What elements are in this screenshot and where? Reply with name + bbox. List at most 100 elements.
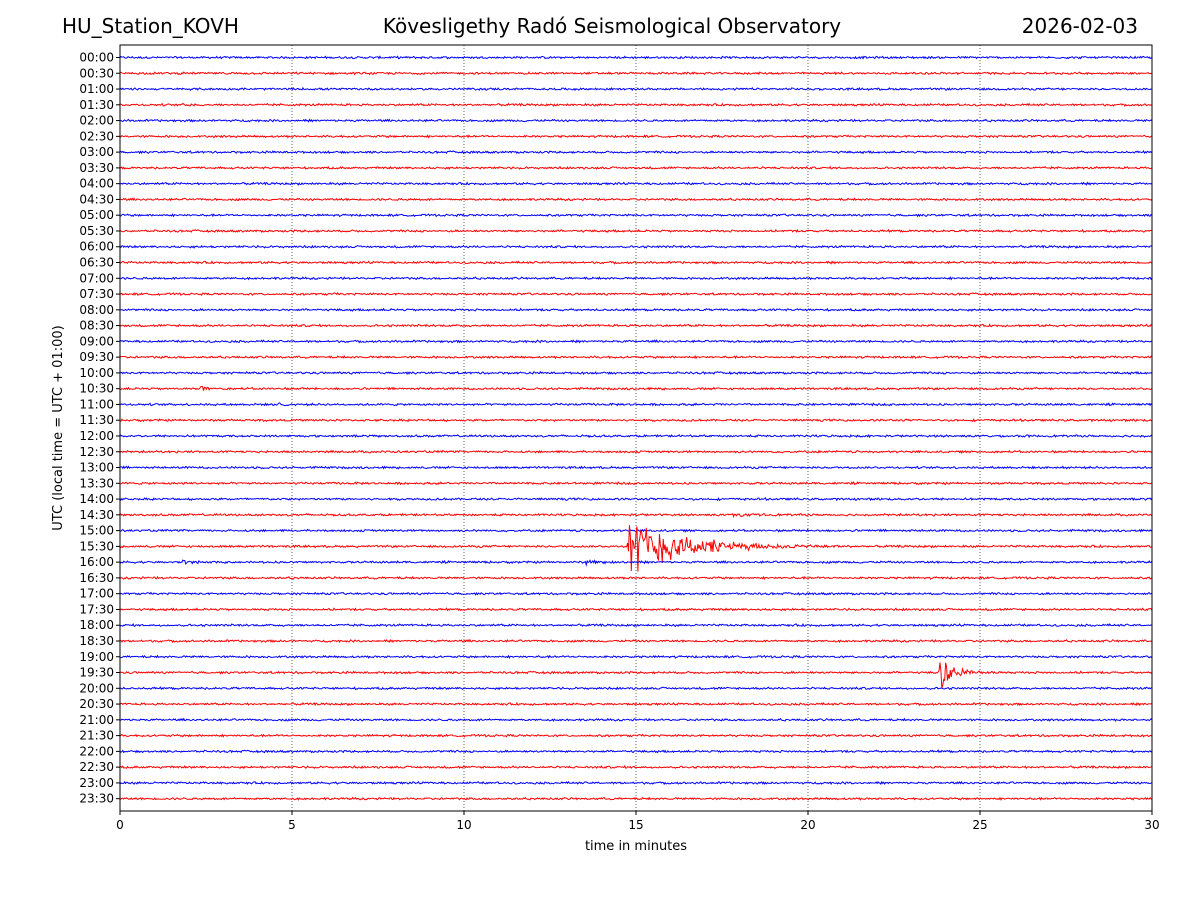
y-tick-label: 16:30: [79, 571, 114, 585]
x-tick-label: 30: [1144, 818, 1159, 832]
y-tick-label: 02:30: [79, 129, 114, 143]
trace-1130: [119, 418, 1153, 423]
y-tick-label: 10:00: [79, 366, 114, 380]
y-tick-label: 14:30: [79, 508, 114, 522]
y-tick-label: 23:00: [79, 776, 114, 790]
x-axis: 0 5 10 15 20 25 30: [116, 811, 1160, 832]
y-tick-label: 05:00: [79, 208, 114, 222]
trace-0700: [119, 276, 1153, 281]
trace-0300: [119, 149, 1153, 155]
trace-2200: [119, 749, 1153, 754]
y-tick-label: 19:00: [79, 650, 114, 664]
trace-0430: [119, 197, 1153, 202]
trace-0000: [119, 55, 1153, 60]
trace-1700: [119, 591, 1153, 596]
trace-0600: [119, 244, 1153, 249]
trace-0200: [119, 118, 1153, 123]
y-tick-label: 06:30: [79, 256, 114, 270]
trace-0730: [119, 292, 1153, 297]
y-tick-label: 02:00: [79, 114, 114, 128]
trace-2100: [119, 717, 1153, 722]
trace-1930: [119, 662, 1153, 689]
trace-0130: [119, 102, 1153, 108]
y-tick-label: 23:30: [79, 792, 114, 806]
trace-1730: [119, 607, 1153, 612]
trace-1030: [119, 385, 1153, 391]
trace-0400: [119, 181, 1153, 186]
y-tick-label: 16:00: [79, 555, 114, 569]
y-tick-label: 04:30: [79, 192, 114, 206]
y-tick-label: 13:30: [79, 476, 114, 490]
y-tick-label: 07:30: [79, 287, 114, 301]
trace-1430: [119, 512, 1153, 518]
y-tick-label: 01:00: [79, 82, 114, 96]
y-tick-label: 05:30: [79, 224, 114, 238]
y-tick-label: 09:30: [79, 350, 114, 364]
trace-1600: [119, 559, 1153, 567]
trace-0900: [119, 339, 1153, 344]
x-tick-label: 10: [456, 818, 471, 832]
y-tick-label: 17:00: [79, 587, 114, 601]
trace-1900: [119, 654, 1153, 659]
trace-2130: [119, 733, 1153, 738]
y-tick-label: 09:00: [79, 334, 114, 348]
trace-1230: [119, 449, 1153, 454]
y-tick-label: 00:00: [79, 51, 114, 65]
trace-1200: [119, 433, 1153, 439]
y-tick-label: 06:00: [79, 240, 114, 254]
trace-1330: [119, 480, 1153, 486]
trace-0330: [119, 165, 1153, 170]
trace-1530: [119, 525, 1153, 572]
trace-0930: [119, 354, 1153, 360]
y-tick-label: 18:00: [79, 618, 114, 632]
trace-2300: [119, 780, 1153, 786]
trace-2030: [119, 701, 1153, 707]
y-tick-label: 22:00: [79, 744, 114, 758]
grid-lines: [291, 45, 981, 811]
trace-0100: [119, 86, 1153, 92]
trace-1300: [119, 465, 1153, 470]
y-tick-label: 21:30: [79, 729, 114, 743]
x-tick-label: 25: [972, 818, 987, 832]
y-tick-label: 08:00: [79, 303, 114, 317]
trace-1830: [119, 638, 1153, 644]
traces: [119, 55, 1153, 801]
trace-0630: [119, 260, 1153, 265]
trace-1100: [119, 402, 1153, 407]
trace-0030: [119, 71, 1153, 76]
y-tick-label: 04:00: [79, 177, 114, 191]
trace-0830: [119, 323, 1153, 328]
y-tick-label: 12:00: [79, 429, 114, 443]
x-tick-label: 20: [800, 818, 815, 832]
trace-2330: [119, 796, 1153, 801]
y-tick-label: 13:00: [79, 461, 114, 475]
y-tick-label: 15:30: [79, 539, 114, 553]
x-tick-label: 5: [288, 818, 296, 832]
y-tick-label: 20:30: [79, 697, 114, 711]
trace-0530: [119, 228, 1153, 234]
trace-1400: [119, 496, 1153, 502]
trace-1630: [119, 575, 1153, 581]
y-tick-label: 20:00: [79, 681, 114, 695]
y-tick-label: 03:30: [79, 161, 114, 175]
y-tick-label: 07:00: [79, 271, 114, 285]
x-tick-label: 15: [628, 818, 643, 832]
trace-1000: [119, 370, 1153, 376]
y-tick-label: 21:00: [79, 713, 114, 727]
trace-0800: [119, 307, 1153, 312]
y-axis-label: UTC (local time = UTC + 01:00): [51, 325, 66, 530]
x-tick-label: 0: [116, 818, 124, 832]
y-tick-label: 14:00: [79, 492, 114, 506]
trace-0230: [119, 134, 1153, 139]
y-tick-label: 00:30: [79, 66, 114, 80]
trace-2000: [119, 686, 1153, 691]
chart-title: Kövesligethy Radó Seismological Observat…: [382, 14, 842, 38]
trace-1800: [119, 622, 1153, 628]
y-tick-label: 08:30: [79, 319, 114, 333]
trace-2230: [119, 764, 1153, 770]
x-axis-label: time in minutes: [585, 839, 687, 854]
y-tick-label: 19:30: [79, 666, 114, 680]
station-name: HU_Station_KOVH: [62, 14, 239, 38]
